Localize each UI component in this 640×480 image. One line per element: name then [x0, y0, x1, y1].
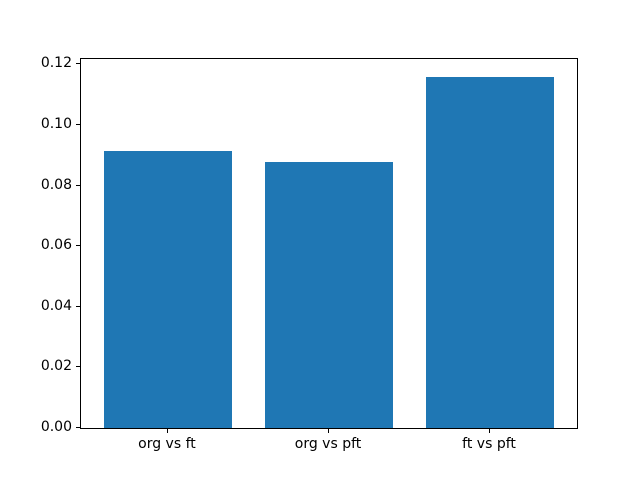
y-tick-mark: [76, 305, 80, 307]
y-tick-mark: [76, 366, 80, 368]
y-tick-label: 0.08: [40, 176, 72, 193]
bar-org-vs-ft: [103, 151, 233, 428]
bar-org-vs-pft: [264, 162, 394, 428]
x-tick-mark: [328, 429, 329, 433]
y-tick-mark: [76, 245, 80, 247]
y-tick-label: 0.06: [40, 237, 72, 254]
y-tick-label: 0.02: [40, 358, 72, 375]
y-tick-mark: [76, 184, 80, 186]
y-tick-mark: [76, 124, 80, 126]
y-tick-mark: [76, 63, 80, 65]
y-tick-mark: [76, 427, 80, 428]
x-tick-label: org vs pft: [294, 436, 362, 452]
x-tick-mark: [166, 429, 168, 433]
plot-area: [80, 58, 578, 429]
y-tick-label: 0.04: [40, 297, 72, 314]
bar-ft-vs-pft: [425, 76, 555, 428]
y-tick-label: 0.12: [40, 55, 72, 72]
x-tick-label: org vs ft: [138, 436, 196, 452]
y-tick-label: 0.10: [40, 116, 72, 133]
y-tick-label: 0.00: [40, 419, 72, 435]
x-tick-label: ft vs pft: [462, 436, 516, 452]
x-tick-mark: [489, 429, 491, 433]
